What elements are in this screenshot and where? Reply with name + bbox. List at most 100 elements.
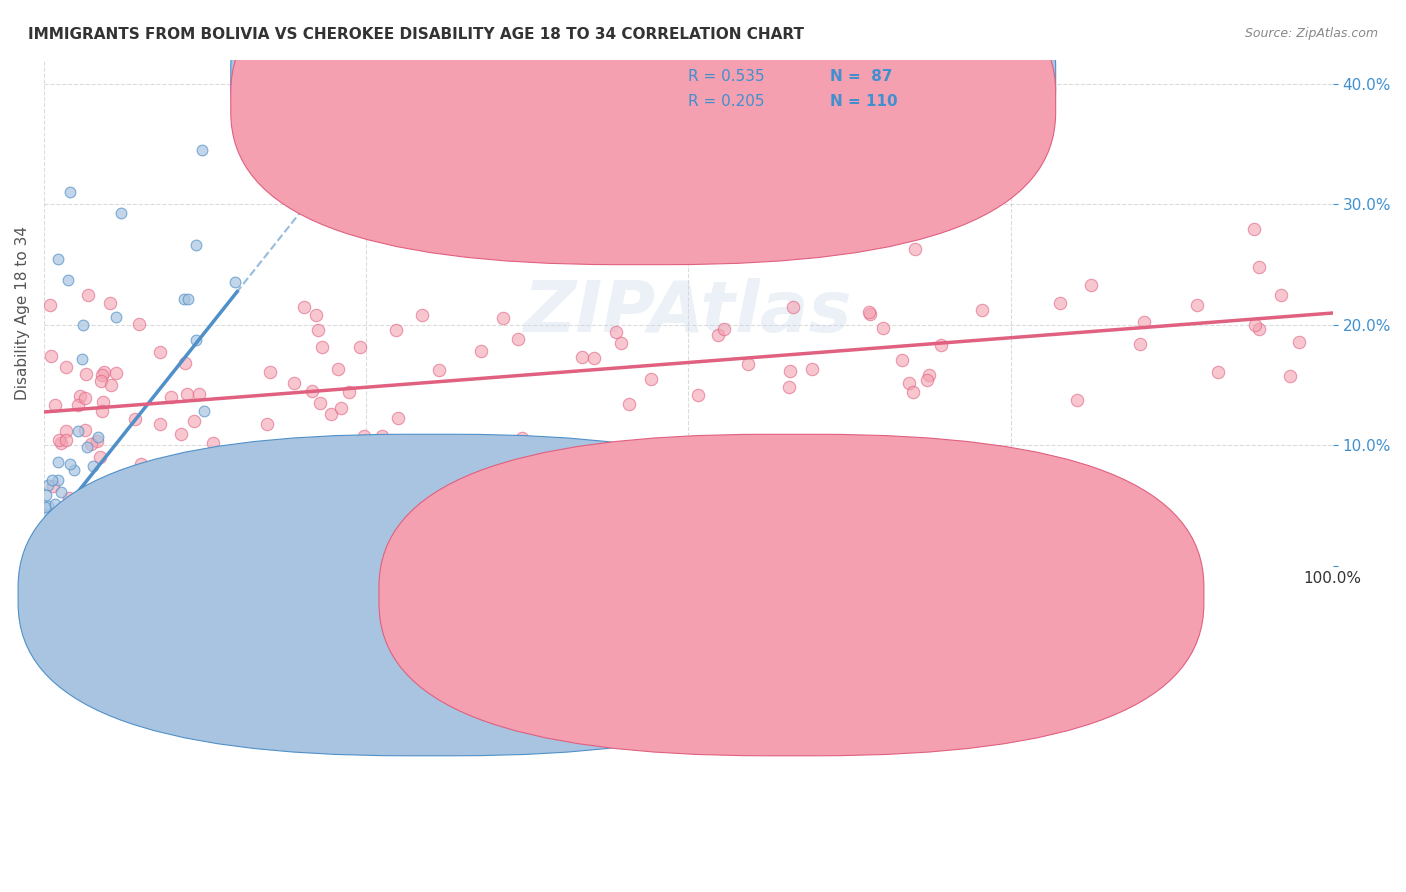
Point bbox=[51, 554, 73, 568]
Text: Immigrants from Bolivia: Immigrants from Bolivia bbox=[404, 601, 586, 616]
Point bbox=[901, 385, 924, 400]
Point bbox=[93, 365, 115, 379]
Point bbox=[506, 332, 529, 346]
Point bbox=[59, 185, 82, 199]
Point bbox=[37, 545, 59, 559]
Point bbox=[37, 533, 59, 547]
Point bbox=[184, 237, 207, 252]
Point bbox=[187, 386, 209, 401]
Point bbox=[411, 308, 433, 322]
Point bbox=[49, 435, 72, 450]
Point bbox=[193, 403, 215, 417]
Point bbox=[87, 430, 110, 444]
Point bbox=[90, 404, 112, 418]
Point bbox=[183, 414, 205, 428]
Point bbox=[39, 533, 62, 548]
Text: Cherokee: Cherokee bbox=[830, 588, 903, 603]
Point bbox=[72, 318, 94, 332]
Point bbox=[1066, 393, 1088, 408]
Point bbox=[929, 338, 952, 352]
Point bbox=[44, 397, 66, 411]
Point bbox=[256, 417, 278, 431]
Point bbox=[39, 555, 62, 569]
Point bbox=[100, 378, 122, 392]
Point bbox=[65, 545, 87, 559]
Point bbox=[1206, 365, 1229, 379]
Point bbox=[215, 459, 238, 474]
Point bbox=[309, 396, 332, 410]
Point bbox=[46, 252, 69, 266]
Point bbox=[75, 367, 97, 381]
Point bbox=[101, 552, 124, 566]
Point bbox=[202, 435, 225, 450]
Point bbox=[311, 340, 333, 354]
Point bbox=[859, 307, 882, 321]
FancyBboxPatch shape bbox=[231, 0, 1056, 265]
Point bbox=[34, 529, 56, 543]
Point bbox=[58, 273, 80, 287]
Point bbox=[1129, 336, 1152, 351]
Point bbox=[307, 541, 329, 555]
Point bbox=[51, 484, 73, 499]
Point bbox=[1270, 288, 1292, 302]
Point bbox=[371, 429, 394, 443]
Point bbox=[176, 386, 198, 401]
Point bbox=[1249, 321, 1271, 335]
Point bbox=[67, 555, 90, 569]
Point bbox=[70, 352, 93, 367]
Point bbox=[41, 547, 63, 561]
Point bbox=[37, 522, 59, 536]
Point bbox=[90, 500, 112, 514]
Point bbox=[41, 524, 63, 539]
Point bbox=[79, 437, 101, 451]
Point bbox=[1288, 334, 1310, 349]
Point bbox=[911, 439, 934, 453]
Point bbox=[190, 143, 212, 157]
Point bbox=[105, 366, 128, 380]
Text: Immigrants from Bolivia: Immigrants from Bolivia bbox=[470, 588, 654, 603]
Point bbox=[301, 384, 323, 399]
Point bbox=[86, 434, 108, 448]
Point bbox=[349, 340, 371, 354]
Point bbox=[45, 552, 67, 566]
Point bbox=[1187, 298, 1209, 312]
Point bbox=[1247, 260, 1270, 274]
Point bbox=[330, 401, 353, 416]
Point bbox=[35, 488, 58, 502]
Point bbox=[149, 417, 172, 432]
Point bbox=[686, 388, 709, 402]
Point bbox=[42, 533, 65, 548]
Point bbox=[387, 410, 409, 425]
Point bbox=[58, 491, 80, 505]
Point bbox=[1243, 222, 1265, 236]
Point bbox=[35, 549, 58, 564]
Point bbox=[90, 496, 112, 510]
Point bbox=[79, 540, 101, 554]
Point bbox=[91, 480, 114, 494]
Point bbox=[610, 336, 633, 351]
Point bbox=[173, 356, 195, 370]
Point bbox=[58, 536, 80, 550]
Point bbox=[904, 242, 927, 256]
Point bbox=[76, 440, 98, 454]
Point bbox=[39, 556, 62, 570]
Point bbox=[304, 442, 326, 457]
Point bbox=[34, 546, 56, 560]
Point bbox=[201, 480, 224, 494]
Point bbox=[39, 540, 62, 554]
FancyBboxPatch shape bbox=[605, 60, 952, 120]
Point bbox=[617, 397, 640, 411]
Point bbox=[72, 506, 94, 520]
Point bbox=[46, 455, 69, 469]
Point bbox=[105, 310, 128, 324]
Point bbox=[98, 295, 121, 310]
Point bbox=[59, 521, 82, 535]
Point bbox=[41, 473, 63, 487]
Point bbox=[82, 534, 104, 549]
Point bbox=[37, 507, 59, 521]
Point bbox=[46, 558, 69, 573]
Point bbox=[53, 554, 76, 568]
Point bbox=[51, 534, 73, 549]
Point bbox=[427, 363, 450, 377]
Point bbox=[778, 380, 800, 394]
